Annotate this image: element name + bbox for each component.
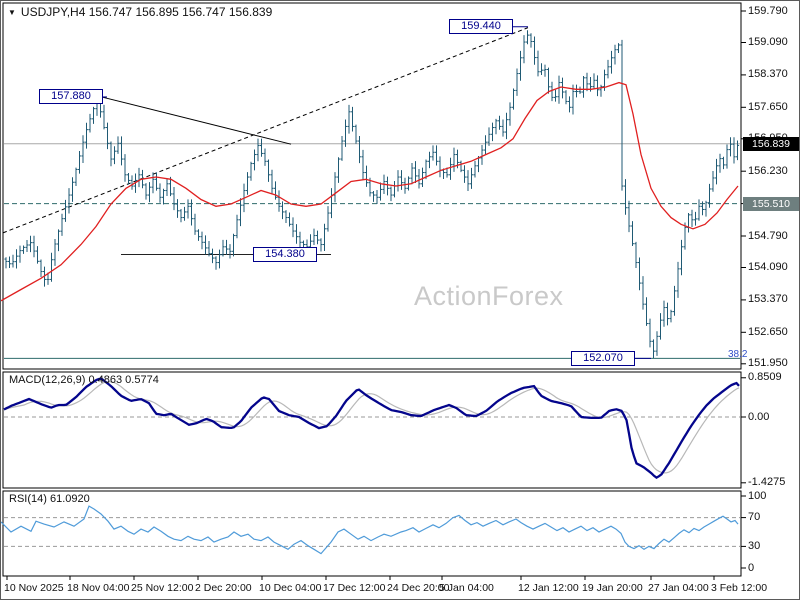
chart-title-text: USDJPY,H4 156.747 156.895 156.747 156.83… xyxy=(20,5,273,19)
watermark: ActionForex xyxy=(414,281,564,311)
chart-title: ▼ USDJPY,H4 156.747 156.895 156.747 156.… xyxy=(8,5,272,19)
macd-indicator-label: MACD(12,26,9) 0.4863 0.5774 xyxy=(9,374,159,386)
level-price-badge: 155.510 xyxy=(743,196,799,211)
symbol-marker-icon: ▼ xyxy=(8,7,16,17)
current-price-badge: 156.839 xyxy=(743,136,799,151)
rsi-indicator-label: RSI(14) 61.0920 xyxy=(9,493,90,505)
fib-382-label: 38.2 xyxy=(728,349,748,360)
